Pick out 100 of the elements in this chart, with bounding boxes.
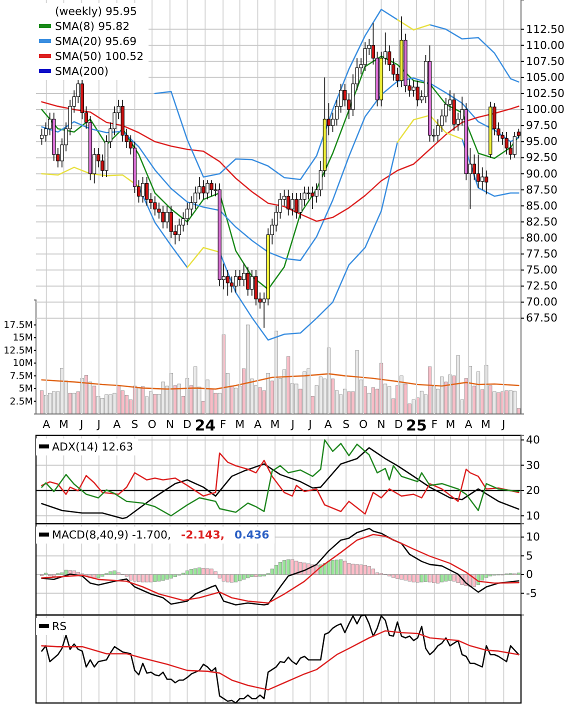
y-tick-label: 67.50 xyxy=(526,312,558,325)
candlestick xyxy=(512,132,516,158)
bar xyxy=(40,390,44,414)
y-tick-label: 72.50 xyxy=(526,280,558,293)
legend-label: ADX(14) 12.63 xyxy=(52,440,134,454)
bar xyxy=(306,368,310,414)
candlestick xyxy=(363,42,367,72)
annotation: 0.436 xyxy=(234,528,270,542)
y-tick-label: 112.50 xyxy=(526,22,564,36)
bar xyxy=(64,570,68,575)
bar xyxy=(136,387,141,414)
bar xyxy=(347,563,351,575)
y-tick-label: 87.50 xyxy=(526,183,558,196)
bar xyxy=(428,366,432,414)
bar xyxy=(222,574,226,582)
bar xyxy=(246,324,250,414)
x-tick-label: J xyxy=(501,418,506,431)
bar xyxy=(440,376,444,414)
candlestick xyxy=(416,80,420,107)
bar xyxy=(202,568,206,575)
bar xyxy=(132,574,137,582)
bar xyxy=(416,574,420,583)
bar xyxy=(396,574,400,579)
bar xyxy=(339,559,343,575)
x-tick-label: J xyxy=(78,418,84,431)
x-tick-label: S xyxy=(131,418,138,431)
candlestick xyxy=(516,128,520,139)
y-tick-label: 5 xyxy=(526,549,533,562)
bar xyxy=(210,568,214,575)
bar xyxy=(108,394,112,414)
bar xyxy=(161,382,165,414)
y-tick-label: 97.50 xyxy=(526,119,558,132)
candlestick xyxy=(210,180,214,197)
x-tick-label: N xyxy=(166,418,174,431)
bar xyxy=(371,387,375,414)
x-tick-label: J xyxy=(290,418,295,431)
bar xyxy=(512,390,516,414)
bar xyxy=(388,386,392,414)
bar xyxy=(250,574,254,577)
bar xyxy=(278,562,282,575)
bar xyxy=(404,574,408,580)
bar xyxy=(274,564,278,575)
bar xyxy=(149,574,153,582)
candlestick xyxy=(177,218,181,242)
bar xyxy=(330,560,335,575)
x-tick-label: A xyxy=(42,418,51,431)
x-tick-label: N xyxy=(377,418,386,431)
bar xyxy=(190,569,194,575)
bar xyxy=(258,387,262,414)
bar xyxy=(496,392,500,414)
candlestick xyxy=(206,180,210,200)
candlestick xyxy=(194,186,198,210)
text: (weekly) 95.95 xyxy=(55,5,138,18)
candlestick xyxy=(388,44,392,72)
bar xyxy=(412,400,416,414)
bar xyxy=(335,560,339,575)
y-tick-label: 75.00 xyxy=(526,264,558,277)
bar xyxy=(206,380,210,414)
bar xyxy=(432,574,436,583)
y-tick-label: 82.50 xyxy=(526,215,558,228)
line-series xyxy=(41,373,520,390)
x-tick-label: S xyxy=(342,418,350,431)
bar xyxy=(238,574,242,582)
y-tick-label: 95.00 xyxy=(526,135,558,148)
x-tick-label: 24 xyxy=(194,416,216,435)
legend-label: MACD(8,40,9) -1.700, xyxy=(52,528,171,542)
bar xyxy=(194,366,198,414)
bar xyxy=(294,384,298,414)
y-tick-label: 102.50 xyxy=(526,87,564,100)
candlestick xyxy=(246,266,250,296)
bar xyxy=(282,560,286,575)
bar xyxy=(242,574,246,580)
bar xyxy=(161,574,165,581)
bar xyxy=(508,390,512,414)
bar xyxy=(440,574,444,582)
x-tick-label: F xyxy=(431,418,438,431)
bar xyxy=(96,574,100,578)
bar xyxy=(456,355,460,414)
candlestick xyxy=(412,80,416,98)
bar xyxy=(355,350,359,414)
bar xyxy=(400,376,404,414)
bar xyxy=(246,574,250,578)
candlestick xyxy=(294,192,298,220)
bar xyxy=(452,574,456,582)
y-tick-label: 30 xyxy=(526,458,540,472)
y-tick-label: 107.50 xyxy=(526,54,564,68)
y-tick-label: 17.5M xyxy=(4,320,33,331)
candlestick xyxy=(250,270,254,296)
candlestick xyxy=(254,270,258,306)
candlestick xyxy=(161,205,165,229)
bar xyxy=(76,572,80,575)
x-tick-label: M xyxy=(235,418,245,431)
y-tick-label: 5M xyxy=(18,384,33,395)
candlestick xyxy=(230,276,234,293)
bar xyxy=(351,564,355,575)
y-tick-label: 10M xyxy=(12,358,33,370)
bar xyxy=(371,568,375,575)
candlestick xyxy=(310,186,314,210)
x-tick-label: D xyxy=(394,418,403,431)
candlestick xyxy=(40,128,44,146)
